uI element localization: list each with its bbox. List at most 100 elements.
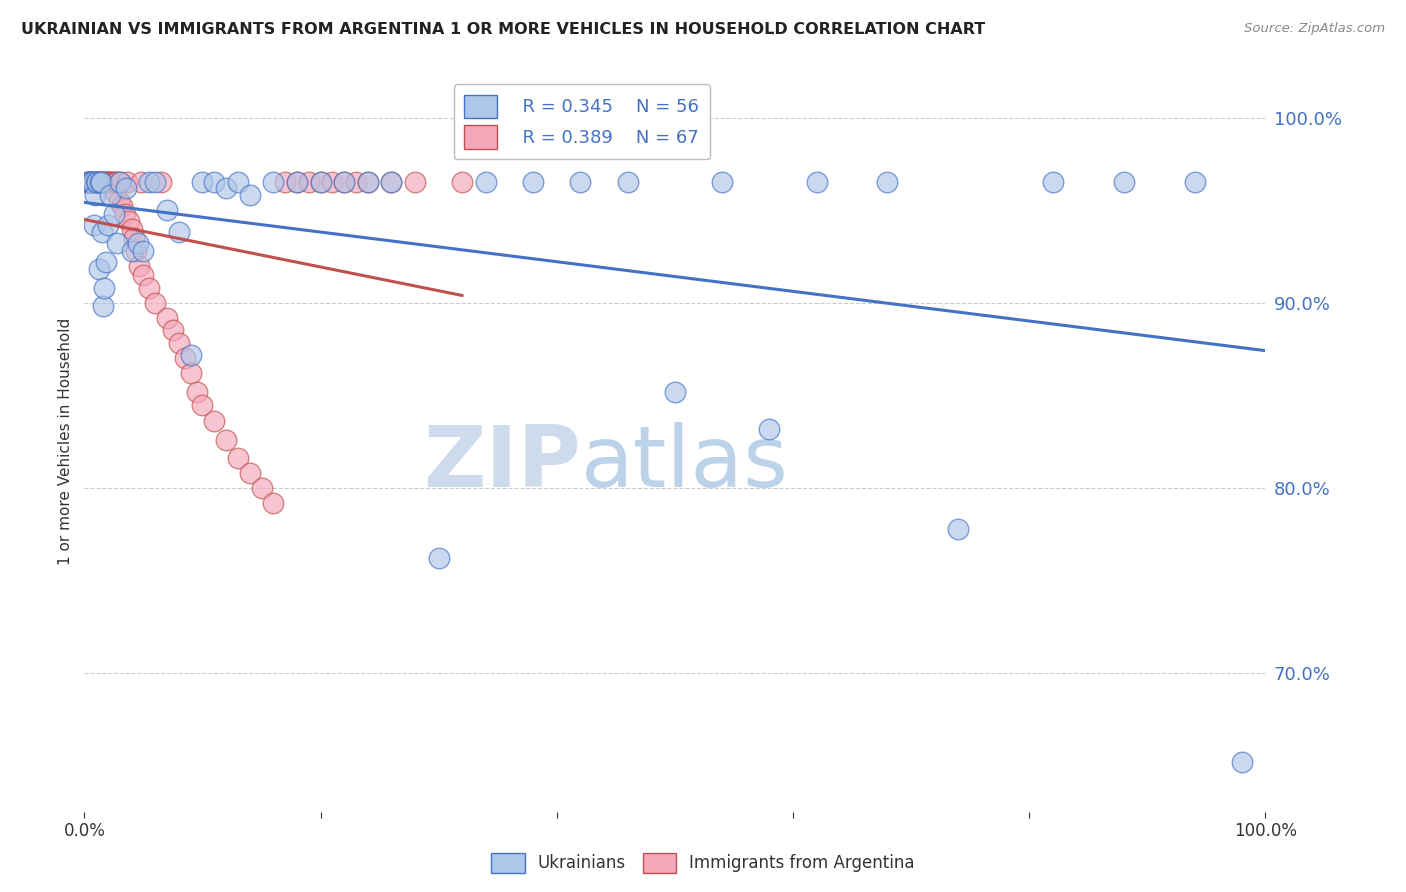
Point [132,268,155,282]
Point [77,175,100,190]
Point [138,281,160,295]
Point [90,175,112,190]
Point [107,236,129,251]
Point [83,218,105,232]
Point [80,175,103,190]
Point [105,175,128,190]
Point [239,188,262,202]
Point [87,175,110,190]
Point [664,384,686,399]
Point [87,262,110,277]
Point [616,175,638,190]
Point [82,175,104,190]
Point [108,175,131,190]
Point [84,175,107,190]
Point [91,226,114,240]
Point [333,175,356,190]
Point [285,175,308,190]
Point [84,175,107,190]
Point [569,175,592,190]
Point [321,175,343,190]
Point [107,194,129,208]
Point [115,175,138,190]
Point [86,175,108,190]
Point [127,236,149,251]
Point [357,175,380,190]
Text: ZIP: ZIP [423,422,581,505]
Point [76,175,98,190]
Point [380,175,402,190]
Point [83,175,105,190]
Point [118,214,141,228]
Point [262,495,284,509]
Point [89,175,111,190]
Point [97,175,120,190]
Point [876,175,898,190]
Point [202,414,225,428]
Point [103,207,125,221]
Point [108,175,131,190]
Point [1112,175,1135,190]
Point [344,175,367,190]
Point [156,203,179,218]
Point [84,188,107,202]
Point [1042,175,1064,190]
Point [180,347,202,361]
Point [309,175,332,190]
Point [103,175,125,190]
Point [80,175,103,190]
Point [121,244,143,258]
Point [77,175,100,190]
Point [89,175,111,190]
Point [101,175,124,190]
Point [93,175,115,190]
Point [758,421,780,435]
Point [333,175,356,190]
Point [138,175,160,190]
Point [215,181,238,195]
Point [215,433,238,447]
Point [79,175,101,190]
Point [122,231,145,245]
Point [111,199,134,213]
Point [427,551,450,566]
Point [98,188,121,202]
Point [202,175,225,190]
Point [114,181,136,195]
Point [94,255,117,269]
Point [98,175,121,190]
Point [91,300,114,314]
Point [1230,755,1253,769]
Point [522,175,544,190]
Point [94,175,117,190]
Point [132,244,155,258]
Point [298,175,321,190]
Y-axis label: 1 or more Vehicles in Household: 1 or more Vehicles in Household [58,318,73,566]
Point [309,175,332,190]
Point [125,244,148,258]
Point [226,175,249,190]
Point [806,175,828,190]
Point [167,226,190,240]
Point [285,175,308,190]
Legend: Ukrainians, Immigrants from Argentina: Ukrainians, Immigrants from Argentina [485,847,921,880]
Point [91,175,114,190]
Point [711,175,734,190]
Point [274,175,297,190]
Point [121,221,143,235]
Point [128,259,150,273]
Point [451,175,474,190]
Point [100,175,122,190]
Point [114,207,136,221]
Point [226,451,249,466]
Point [93,281,115,295]
Point [150,175,173,190]
Point [143,175,166,190]
Point [262,175,284,190]
Point [173,351,195,366]
Point [91,175,114,190]
Point [156,310,179,325]
Point [191,175,214,190]
Point [948,522,970,536]
Point [380,175,402,190]
